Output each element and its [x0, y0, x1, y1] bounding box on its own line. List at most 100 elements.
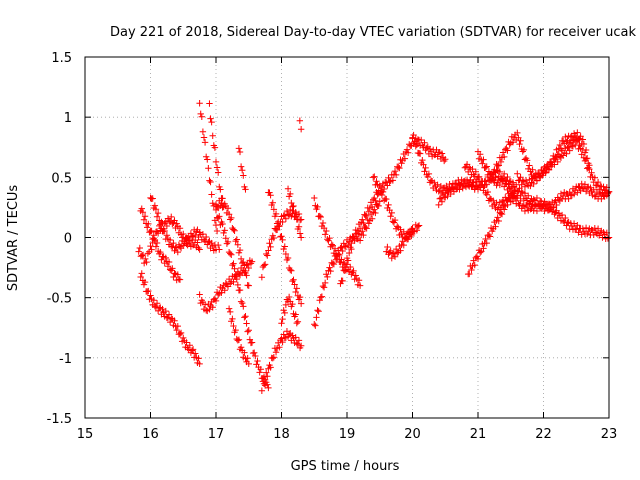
- data-point: [372, 197, 379, 204]
- data-point: [138, 252, 146, 259]
- data-point: [491, 166, 498, 173]
- data-point: [196, 291, 203, 298]
- data-point: [468, 266, 475, 274]
- data-point: [365, 208, 373, 215]
- data-point: [148, 246, 155, 253]
- data-point: [139, 209, 147, 216]
- data-point: [379, 188, 387, 196]
- data-point: [230, 226, 237, 233]
- data-point: [384, 182, 391, 189]
- data-point: [208, 191, 215, 198]
- data-points: [135, 100, 613, 394]
- data-point: [206, 177, 213, 184]
- data-point: [495, 217, 502, 225]
- data-point: [498, 210, 506, 218]
- data-point: [144, 250, 152, 257]
- data-point: [501, 206, 508, 213]
- data-point: [483, 191, 490, 198]
- data-point: [571, 132, 579, 140]
- data-point: [574, 222, 581, 229]
- data-point: [245, 264, 252, 272]
- data-point: [296, 230, 304, 237]
- data-point: [282, 301, 290, 309]
- data-point: [435, 201, 442, 209]
- data-point: [257, 366, 264, 373]
- data-point: [391, 167, 399, 175]
- data-point: [245, 282, 252, 289]
- data-point: [482, 164, 489, 171]
- data-point: [338, 256, 345, 263]
- data-point: [228, 251, 235, 259]
- data-point: [403, 146, 411, 153]
- data-point: [562, 133, 569, 141]
- data-point: [475, 173, 483, 180]
- data-point: [492, 169, 499, 176]
- data-point: [226, 308, 234, 316]
- data-point: [363, 212, 370, 220]
- data-point: [213, 227, 221, 235]
- data-point: [337, 258, 344, 266]
- data-point: [269, 199, 276, 206]
- data-point: [493, 199, 500, 207]
- data-point: [197, 110, 204, 118]
- data-point: [176, 243, 184, 250]
- data-point: [521, 207, 529, 215]
- y-tick-label: 0.5: [51, 171, 72, 186]
- data-point: [150, 232, 157, 239]
- data-point: [214, 291, 222, 299]
- data-point: [163, 232, 171, 239]
- data-point: [502, 194, 509, 201]
- series-sat-track-19: [311, 194, 364, 289]
- data-point: [224, 205, 232, 212]
- data-point: [245, 360, 252, 368]
- data-point: [420, 161, 427, 168]
- data-point: [229, 315, 236, 323]
- data-point: [312, 322, 319, 329]
- data-point: [316, 212, 323, 220]
- data-point: [468, 183, 475, 190]
- data-point: [323, 227, 330, 235]
- data-point: [376, 198, 383, 205]
- data-point: [506, 141, 513, 148]
- data-point: [288, 267, 295, 274]
- data-point: [496, 181, 504, 189]
- data-point: [144, 224, 151, 231]
- data-point: [360, 219, 367, 227]
- data-point: [517, 174, 524, 181]
- data-point: [352, 272, 359, 279]
- data-point: [574, 137, 581, 144]
- data-point: [342, 264, 350, 271]
- data-point: [207, 115, 214, 122]
- data-point: [297, 234, 305, 241]
- data-point: [281, 243, 288, 250]
- x-tick-label: 18: [273, 427, 290, 442]
- data-point: [350, 267, 357, 275]
- data-point: [519, 177, 526, 185]
- data-point: [205, 165, 212, 172]
- data-point: [236, 286, 244, 294]
- data-point: [258, 274, 266, 281]
- data-point: [514, 170, 521, 177]
- data-point: [199, 230, 207, 238]
- data-point: [483, 239, 490, 247]
- data-point: [239, 299, 246, 307]
- data-point: [284, 254, 292, 262]
- data-point: [142, 255, 149, 263]
- data-point: [294, 341, 302, 348]
- data-point: [556, 141, 564, 149]
- data-point: [339, 277, 346, 285]
- data-point: [321, 231, 329, 238]
- data-point: [239, 167, 246, 174]
- data-point: [204, 156, 211, 163]
- data-point: [391, 253, 399, 260]
- data-point: [279, 218, 286, 226]
- data-point: [522, 177, 530, 184]
- data-point: [472, 168, 480, 175]
- data-point: [567, 139, 574, 147]
- series-sat-track-4: [147, 194, 220, 256]
- data-point: [278, 320, 285, 327]
- data-point: [449, 185, 457, 192]
- data-point: [289, 203, 296, 210]
- data-point: [593, 182, 601, 189]
- data-point: [578, 151, 585, 158]
